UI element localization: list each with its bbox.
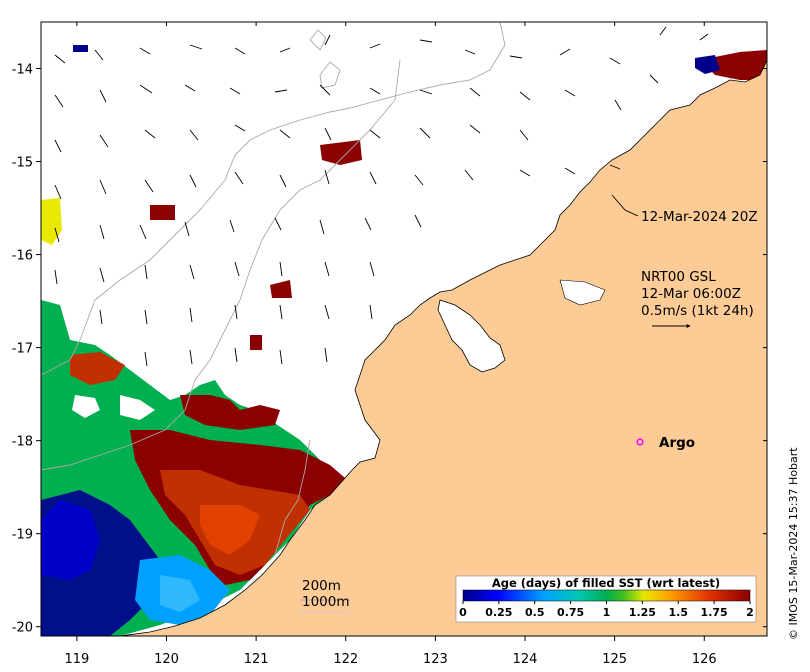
current-vectors <box>54 26 709 367</box>
credit-label: © IMOS 15-Mar-2024 15:37 Hobart <box>787 447 800 640</box>
x-tick-label: 120 <box>154 652 179 667</box>
y-tick-label: -20 <box>12 621 33 636</box>
y-tick-label: -17 <box>12 342 33 357</box>
colorbar-gradient <box>462 589 751 602</box>
x-tick-label: 121 <box>244 652 269 667</box>
land-inlet-2 <box>559 279 606 306</box>
current-scale-label: 0.5m/s (1kt 24h) <box>641 303 754 319</box>
coast-time-label: 12-Mar-2024 20Z <box>641 209 758 225</box>
argo-label: Argo <box>659 435 695 451</box>
colorbar-tick-label: 1 <box>603 606 611 619</box>
land-inlet <box>437 299 506 373</box>
y-tick-label: -14 <box>12 63 33 78</box>
current-source-label: NRT00 GSL <box>641 269 716 285</box>
y-tick-label: -16 <box>12 249 33 264</box>
x-tick-label: 119 <box>64 652 89 667</box>
colorbar-tick-label: 0.25 <box>485 606 512 619</box>
x-tick-label: 126 <box>692 652 717 667</box>
x-tick-label: 124 <box>513 652 538 667</box>
colorbar-title: Age (days) of filled SST (wrt latest) <box>492 576 720 590</box>
bathymetry-contours <box>41 22 506 556</box>
sst-age-field <box>41 45 767 636</box>
colorbar-tick-label: 1.25 <box>629 606 656 619</box>
colorbar-tick-label: 1.5 <box>669 606 689 619</box>
current-time-label: 12-Mar 06:00Z <box>641 286 741 302</box>
argo-float-marker <box>636 438 644 446</box>
y-tick-label: -15 <box>12 156 33 171</box>
y-axis: -14 -15 -16 -17 -18 -19 -20 <box>12 63 767 636</box>
y-tick-label: -18 <box>12 435 33 450</box>
land-mass <box>119 59 767 636</box>
colorbar-tick-label: 0.75 <box>557 606 584 619</box>
contour-1000-label: 1000m <box>302 594 350 610</box>
x-axis: 119 120 121 122 123 124 125 126 <box>64 22 717 667</box>
y-tick-label: -19 <box>12 528 33 543</box>
plot-frame <box>40 21 768 637</box>
coast-time-leader <box>611 194 639 217</box>
x-tick-label: 122 <box>333 652 358 667</box>
contour-200-label: 200m <box>302 578 341 594</box>
colorbar-ticks: 0 0.25 0.5 0.75 1 1.25 1.5 1.75 2 <box>459 601 754 619</box>
colorbar-tick-label: 0.5 <box>525 606 545 619</box>
colorbar-tick-label: 2 <box>746 606 754 619</box>
x-tick-label: 123 <box>423 652 448 667</box>
x-tick-label: 125 <box>602 652 627 667</box>
colorbar-tick-label: 1.75 <box>701 606 728 619</box>
colorbar-tick-label: 0 <box>459 606 467 619</box>
